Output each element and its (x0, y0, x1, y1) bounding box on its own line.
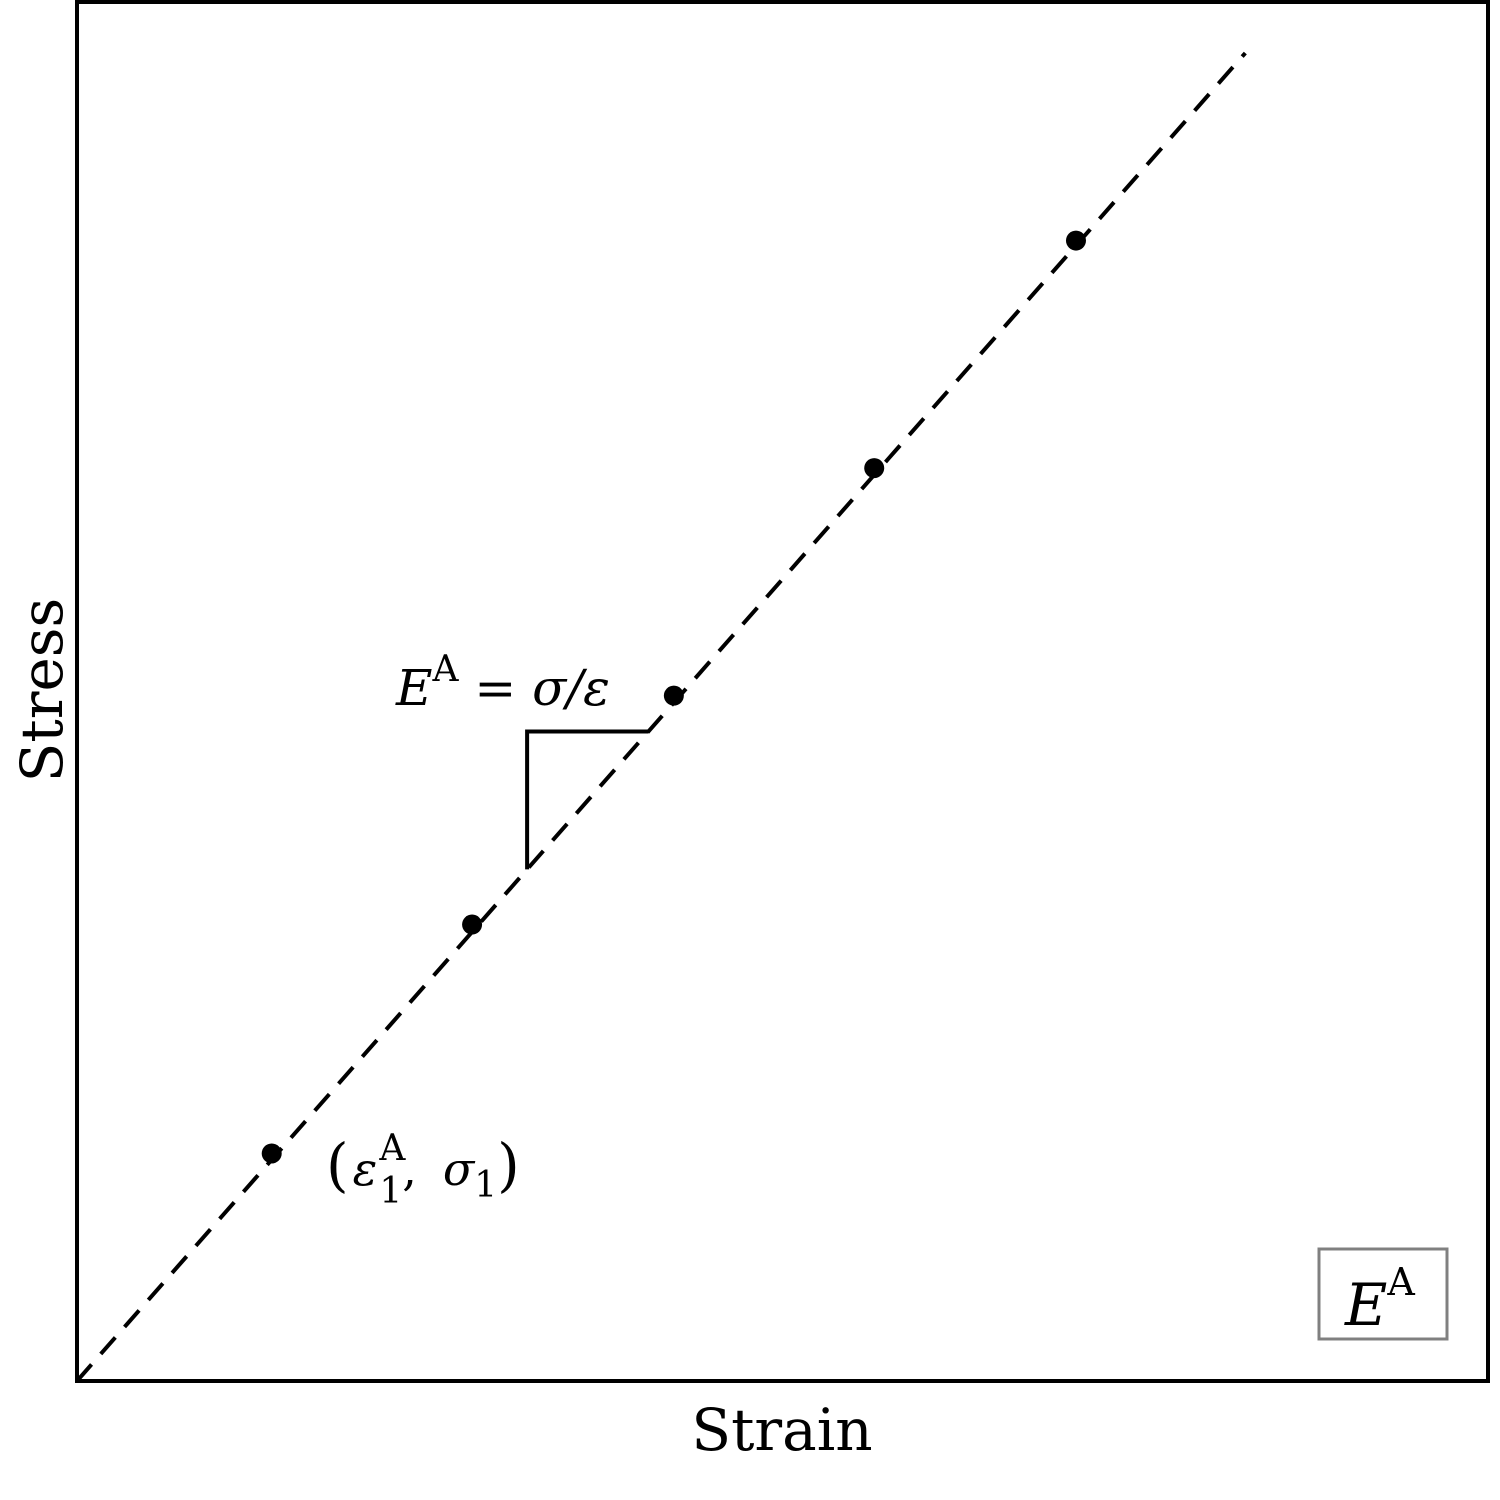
legend-label: EA (1344, 1260, 1415, 1339)
data-point-4 (864, 458, 885, 479)
legend: EA (1317, 1247, 1449, 1341)
point-annotation: (εA 1, σ1) (326, 1128, 520, 1212)
data-points (261, 230, 1086, 1164)
data-point-2 (462, 914, 483, 935)
x-axis-label: Strain (691, 1396, 872, 1464)
data-point-5 (1065, 230, 1086, 251)
slope-annotation: EA = σ/ε (395, 649, 610, 717)
slope-triangle (525, 729, 649, 870)
y-axis-label: Stress (8, 598, 76, 783)
legend-box (1317, 1247, 1449, 1341)
fit-line (75, 51, 1247, 1383)
data-point-1 (261, 1143, 282, 1164)
data-point-3 (663, 685, 684, 706)
plot-frame (75, 0, 1490, 1383)
